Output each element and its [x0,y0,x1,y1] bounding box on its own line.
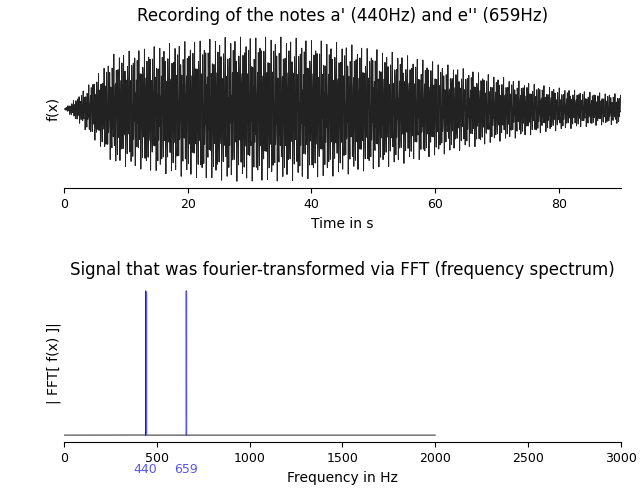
X-axis label: Frequency in Hz: Frequency in Hz [287,471,398,485]
Text: 440: 440 [134,463,157,476]
Title: Recording of the notes a' (440Hz) and e'' (659Hz): Recording of the notes a' (440Hz) and e'… [137,7,548,25]
Text: 659: 659 [175,463,198,476]
Title: Signal that was fourier-transformed via FFT (frequency spectrum): Signal that was fourier-transformed via … [70,261,615,279]
Y-axis label: | FFT[ f(x) ]|: | FFT[ f(x) ]| [47,322,61,404]
Y-axis label: f(x): f(x) [46,97,60,121]
X-axis label: Time in s: Time in s [311,217,374,231]
